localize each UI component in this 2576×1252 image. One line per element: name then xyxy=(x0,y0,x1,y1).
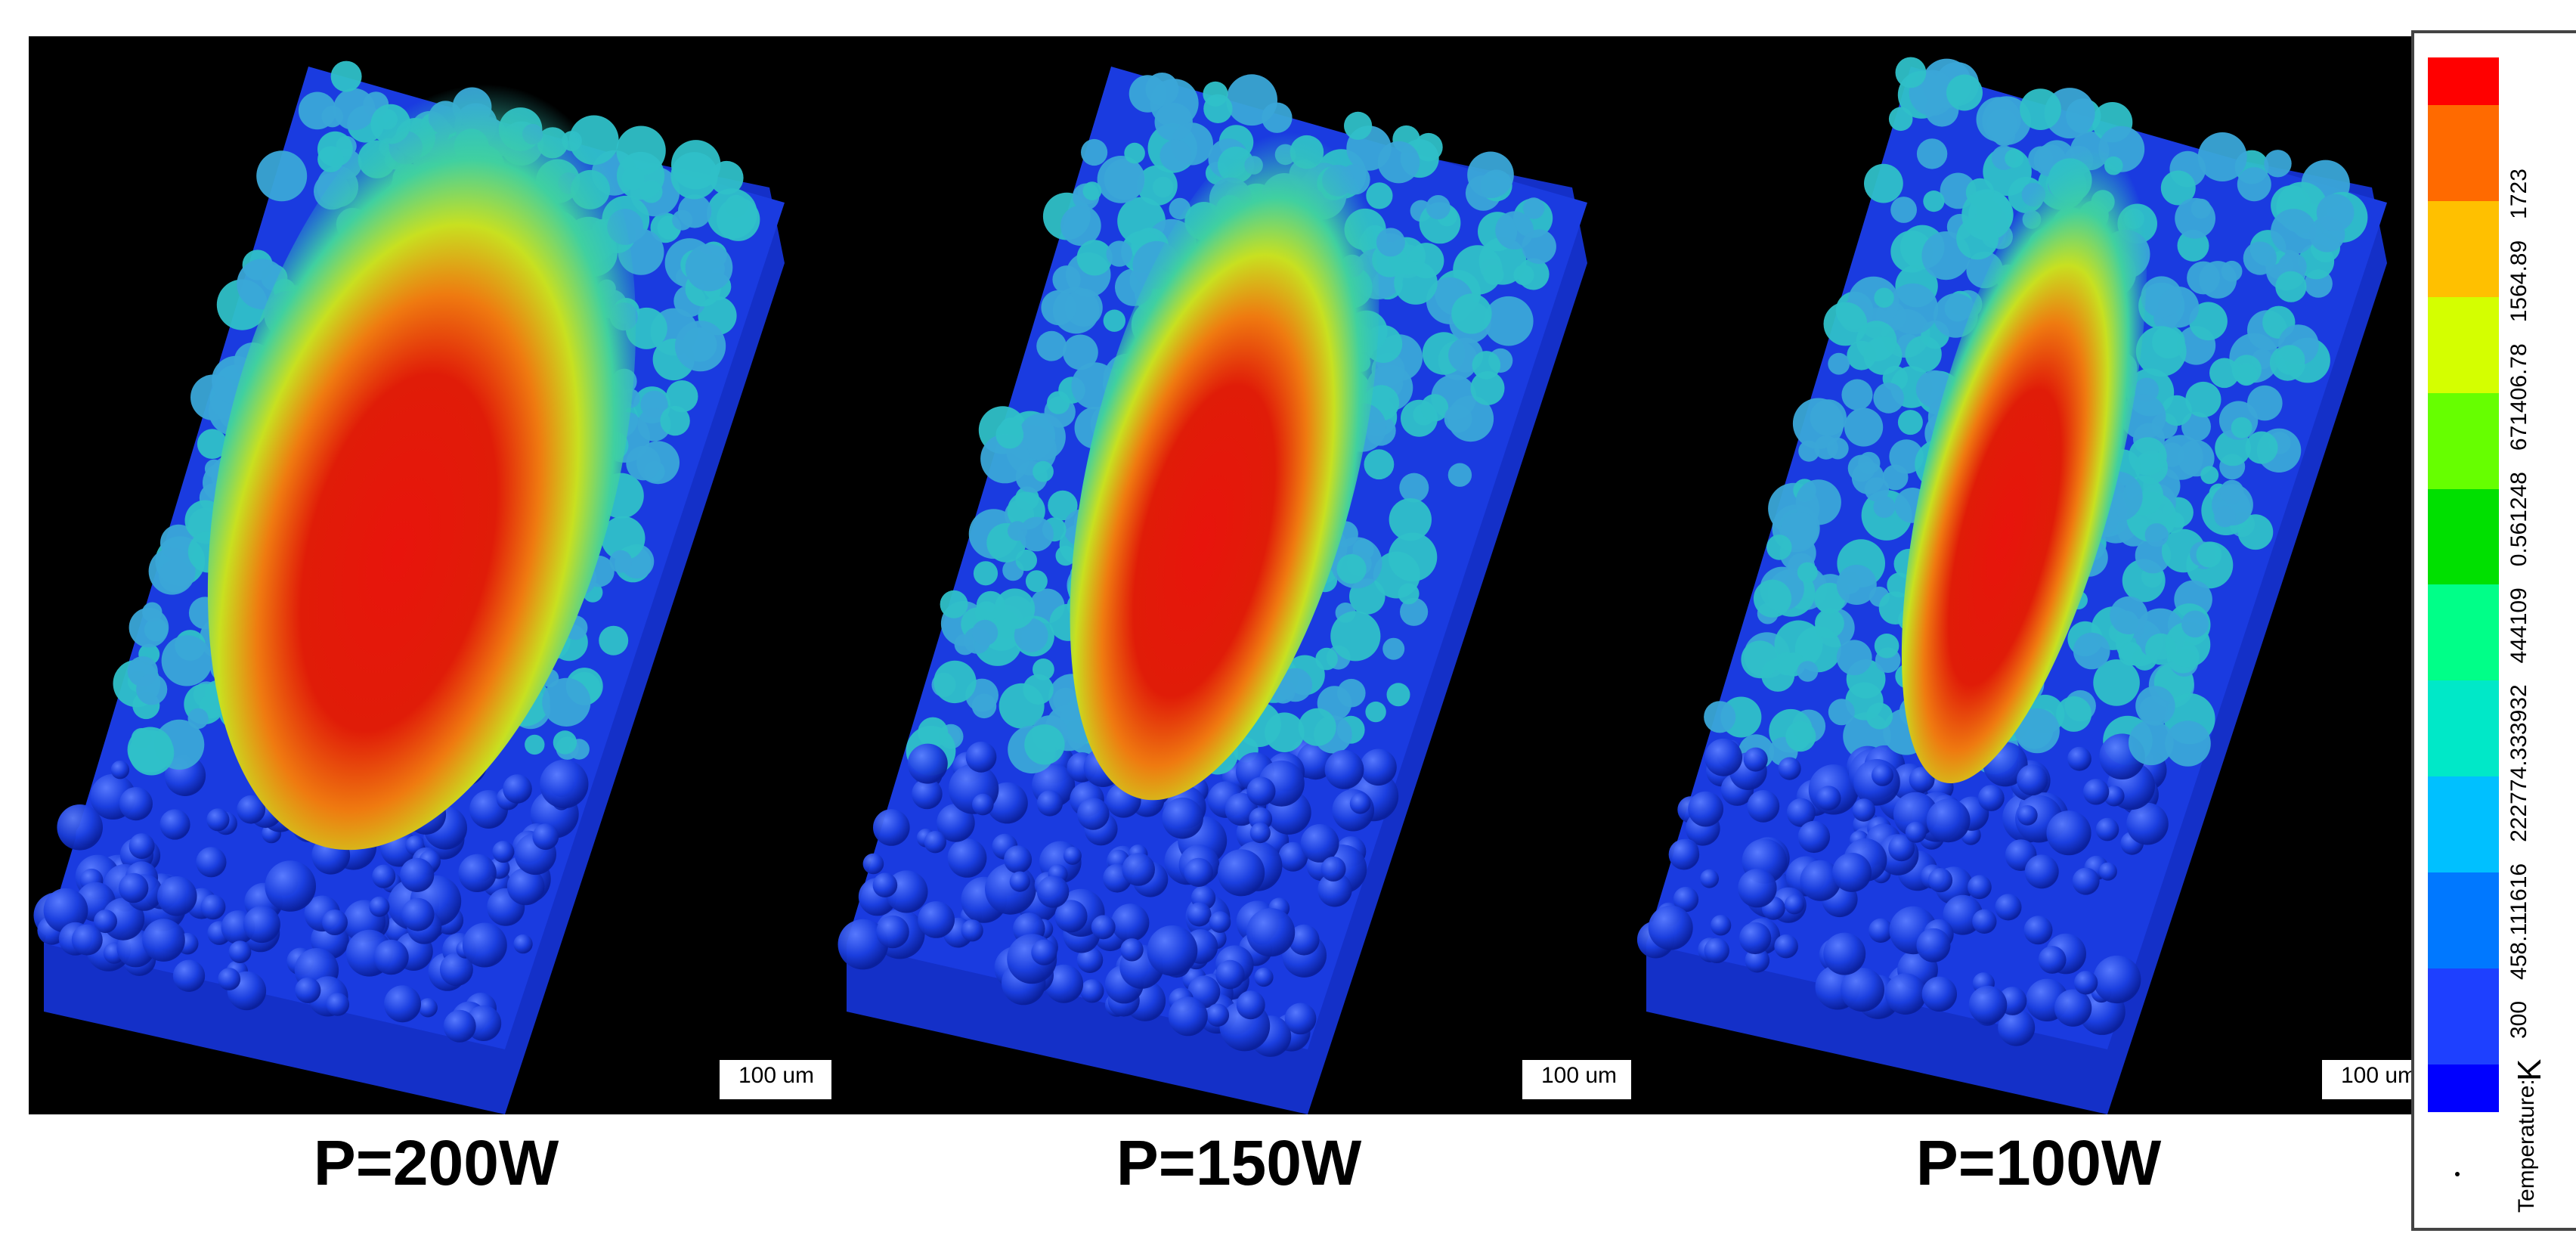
color-scale-band xyxy=(2428,968,2499,1065)
temperature-legend: 300 458.111616 222774.333932 444109 0.561248… xyxy=(2411,30,2576,1231)
legend-value: 0.561248 xyxy=(2506,472,2531,567)
sim-panel-200w: 100 um xyxy=(29,36,844,1114)
melt-pool xyxy=(1070,119,1379,801)
scale-bar-label: 100 um xyxy=(2340,1063,2417,1088)
color-scale-band xyxy=(2428,392,2499,489)
panel-caption-200w: P=200W xyxy=(313,1127,559,1198)
scale-bar-label: 100 um xyxy=(1540,1063,1618,1088)
color-scale-band xyxy=(2428,680,2499,777)
scale-bar: 100 um xyxy=(1522,1060,1636,1104)
color-scale-band xyxy=(2428,488,2499,585)
legend-value: 458.111616 xyxy=(2506,863,2531,980)
color-scale-band xyxy=(2428,296,2499,393)
color-scale-band xyxy=(2428,584,2499,681)
color-scale-band xyxy=(2428,872,2499,969)
melt-pool-visual xyxy=(1636,57,2387,1114)
color-scale-bar xyxy=(2428,57,2499,1112)
legend-dot xyxy=(2455,1172,2460,1176)
scale-bar-label: 100 um xyxy=(738,1063,815,1088)
legend-value: 1723 xyxy=(2506,169,2531,219)
scale-bar: 100 um xyxy=(720,1060,833,1104)
sim-panel-150w: 100 um xyxy=(831,36,1646,1114)
melt-pool xyxy=(207,69,636,851)
color-scale-band xyxy=(2428,200,2499,297)
legend-unit: K xyxy=(2511,1058,2548,1081)
melt-pool xyxy=(1901,135,2147,784)
panel-caption-150w: P=150W xyxy=(1116,1127,1362,1198)
legend-value: 300 xyxy=(2506,1000,2531,1039)
sim-panel-100w: 100 um xyxy=(1631,36,2446,1114)
legend-value: 1564.89 xyxy=(2506,240,2531,323)
melt-pool-visual xyxy=(33,60,785,1114)
color-scale-band xyxy=(2428,105,2499,201)
legend-title: Temperature: xyxy=(2514,1079,2539,1213)
color-scale-band xyxy=(2428,57,2499,105)
color-scale-band xyxy=(2428,776,2499,873)
color-scale-band xyxy=(2428,1064,2499,1112)
legend-value: 222774.333932 xyxy=(2506,684,2531,842)
legend-values: 300 458.111616 222774.333932 444109 0.561248… xyxy=(2506,169,2532,1039)
panel-caption-100w: P=100W xyxy=(1915,1127,2162,1198)
legend-value: 671406.78 xyxy=(2506,343,2531,451)
legend-value: 444109 xyxy=(2506,587,2531,664)
melt-pool-visual xyxy=(838,67,1587,1114)
